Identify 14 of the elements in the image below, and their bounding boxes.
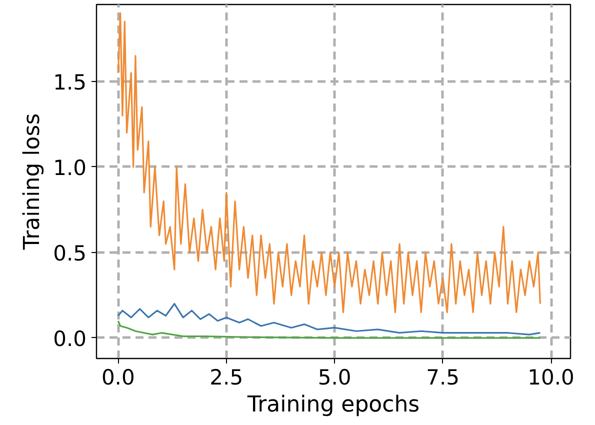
x-axis-title: Training epochs	[246, 392, 420, 418]
y-axis-title: Training loss	[20, 113, 46, 251]
y-tick-label: 0.5	[53, 241, 87, 266]
x-tick-label: 10.0	[528, 366, 574, 390]
x-tick-label: 7.5	[426, 366, 460, 390]
y-tick-label: 0.0	[53, 326, 87, 351]
x-tick-label: 2.5	[210, 366, 244, 390]
line-series	[117, 12, 541, 314]
line-series	[117, 320, 541, 339]
y-tick-label: 1.0	[53, 156, 87, 180]
y-tick-label: 1.5	[53, 70, 87, 94]
line-series	[117, 302, 541, 336]
x-tick-label: 0.0	[101, 366, 135, 390]
x-tick-label: 5.0	[318, 366, 352, 390]
